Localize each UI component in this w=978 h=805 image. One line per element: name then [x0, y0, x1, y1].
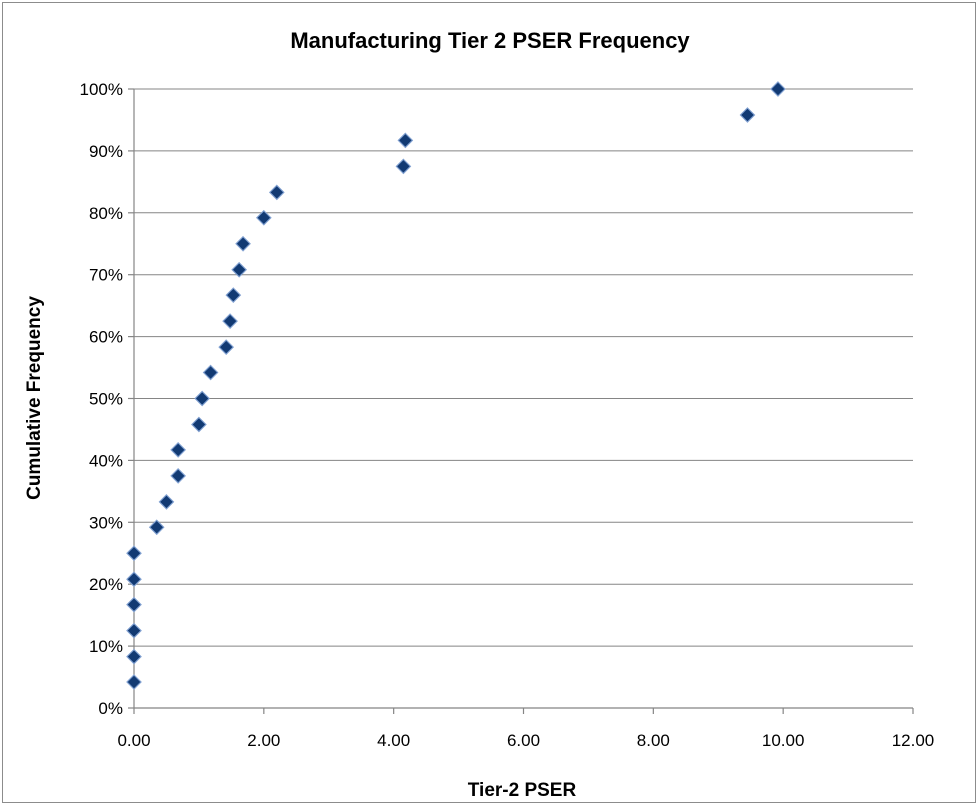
y-tick-label: 70%	[89, 266, 123, 285]
grid-lines	[134, 88, 913, 647]
data-point	[126, 648, 142, 665]
chart-title: Manufacturing Tier 2 PSER Frequency	[290, 28, 690, 53]
y-tick-label: 100%	[80, 80, 123, 99]
data-point	[218, 339, 235, 355]
data-point	[126, 545, 142, 562]
x-tick-label: 6.00	[507, 731, 540, 750]
y-tick-label: 90%	[89, 142, 123, 161]
x-tick-label: 0.00	[117, 731, 150, 750]
data-point	[191, 416, 207, 433]
data-point	[739, 107, 756, 123]
data-point	[770, 81, 786, 97]
data-point	[231, 261, 248, 278]
data-point	[395, 158, 412, 175]
x-tick-label: 2.00	[247, 731, 280, 750]
data-point	[148, 519, 165, 536]
data-point	[126, 596, 142, 613]
y-tick-label: 30%	[89, 513, 123, 532]
data-point	[126, 674, 142, 690]
y-tick-label: 60%	[89, 328, 123, 347]
x-tick-label: 4.00	[377, 731, 410, 750]
x-tick-label: 10.00	[762, 731, 805, 750]
data-point	[170, 442, 186, 458]
y-tick-label: 20%	[89, 575, 123, 594]
y-tick-label: 50%	[89, 390, 123, 409]
data-points	[126, 81, 786, 690]
data-point	[194, 390, 211, 407]
x-tick-label: 8.00	[637, 731, 670, 750]
y-tick-label: 80%	[89, 204, 123, 223]
axes	[128, 88, 914, 714]
y-tick-label: 10%	[89, 637, 123, 656]
data-point	[235, 235, 251, 252]
y-tick-label: 40%	[89, 451, 123, 470]
data-point	[170, 468, 186, 484]
y-axis-title: Cumulative Frequency	[24, 296, 45, 500]
x-tick-label: 12.00	[892, 731, 935, 750]
data-point	[158, 494, 175, 510]
data-point	[222, 313, 238, 329]
data-point	[255, 209, 272, 226]
x-axis-title: Tier-2 PSER	[468, 780, 577, 801]
data-point	[126, 622, 142, 639]
data-point	[397, 132, 414, 149]
data-point	[126, 571, 142, 588]
data-point	[225, 287, 242, 303]
x-tick-labels: 0.00 2.00 4.00 6.00 8.00 10.00 12.00	[117, 731, 934, 750]
data-point	[268, 184, 285, 201]
data-point	[202, 364, 219, 381]
y-tick-label: 0%	[98, 699, 123, 718]
y-tick-labels: 0% 10% 20% 30% 40% 50% 60% 70% 80% 90% 100%	[80, 80, 123, 718]
